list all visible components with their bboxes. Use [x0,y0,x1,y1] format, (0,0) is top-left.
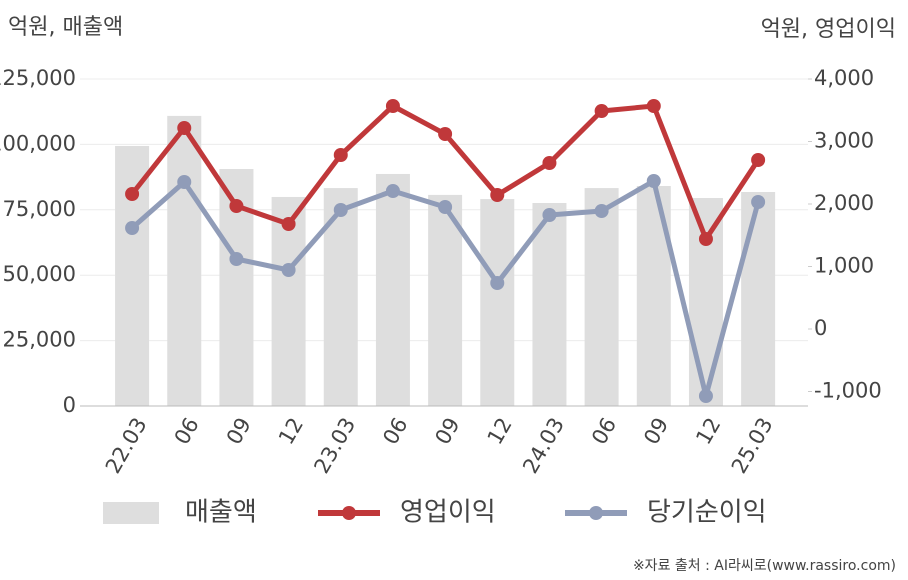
legend-label: 영업이익 [400,498,496,528]
marker [542,156,557,170]
x-tick-label: 24.03 [518,414,569,478]
x-tick-label: 06 [170,414,204,449]
legend-label: 당기순이익 [647,498,767,528]
y2-tick-label: 1,000 [814,254,874,278]
marker [594,104,609,118]
x-tick-label: 09 [430,414,464,449]
bar [636,185,671,406]
legend-swatch [103,502,159,524]
x-tick-label: 09 [639,414,673,449]
marker [281,217,296,231]
y2-tick-label: -1,000 [814,379,882,403]
y-tick-label: 0 [63,393,76,417]
bar [167,115,202,407]
x-tick-label: 23.03 [309,414,360,478]
marker [490,276,505,290]
marker [125,221,140,235]
marker [333,148,348,162]
marker [229,252,244,266]
marker [385,184,400,198]
x-tick-label: 06 [378,414,412,449]
y-tick-label: 125,000 [0,66,76,90]
bar [115,145,150,406]
y2-tick-label: 3,000 [814,129,874,153]
marker [333,203,348,217]
marker [438,200,453,214]
bar [271,196,306,406]
marker [698,232,713,246]
legend-swatch [342,506,356,520]
y2-tick-label: 0 [814,316,827,340]
bar [741,192,776,406]
y-tick-label: 25,000 [3,328,76,352]
marker [177,121,192,135]
legend-swatch [589,506,603,520]
y-tick-label: 100,000 [0,131,76,155]
legend-label: 매출액 [185,498,257,528]
marker [646,174,661,188]
bar [375,173,410,406]
y2-tick-label: 4,000 [814,66,874,90]
bar [480,199,515,406]
x-tick-label: 12 [483,414,517,449]
y-tick-label: 50,000 [3,262,76,286]
marker [125,187,140,201]
marker [594,204,609,218]
source: ※자료 출처 : AI라씨로(www.rassiro.com) [633,558,896,574]
bar [584,188,619,406]
x-tick-label: 22.03 [101,414,152,478]
bar [532,202,567,406]
marker [646,99,661,113]
y2-tick-label: 2,000 [814,191,874,215]
marker [698,389,713,403]
marker [751,153,766,167]
marker [438,127,453,141]
x-tick-label: 09 [222,414,256,449]
marker [281,263,296,277]
bar [428,194,463,406]
x-tick-label: 06 [587,414,621,449]
marker [229,199,244,213]
x-tick-label: 12 [274,414,308,449]
y-tick-label: 75,000 [3,197,76,221]
marker [385,99,400,113]
marker [490,188,505,202]
x-tick-label: 25.03 [727,414,778,478]
marker [542,208,557,222]
marker [751,195,766,209]
y2-axis-title: 억원, 영업이익 [761,17,896,42]
y-axis-title: 억원, 매출액 [8,15,123,40]
x-tick-label: 12 [691,414,725,449]
bar [688,198,723,406]
marker [177,175,192,189]
